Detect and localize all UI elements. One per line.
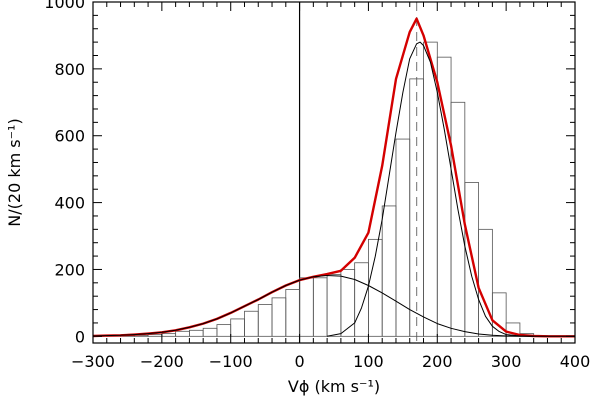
histogram-bar — [285, 289, 300, 337]
y-tick-label: 1000 — [44, 0, 85, 12]
histogram-bar — [312, 277, 328, 337]
x-tick-label: 100 — [353, 352, 384, 371]
x-axis-title: Vϕ (km s⁻¹) — [288, 377, 380, 396]
x-tick-label: 0 — [294, 352, 304, 371]
histogram-bar — [271, 297, 287, 337]
histogram-bar — [326, 274, 342, 337]
histogram-bar — [216, 324, 232, 337]
histogram-bar — [381, 205, 397, 337]
histogram-bar — [202, 327, 218, 337]
x-tick-label: 400 — [560, 352, 591, 371]
y-tick-label: 0 — [75, 327, 85, 346]
histogram-bar — [299, 277, 314, 337]
histogram-bar — [147, 334, 163, 337]
histogram-bar — [175, 330, 190, 337]
histogram-bar — [423, 41, 438, 337]
y-axis-title: N/(20 km s⁻¹) — [5, 118, 24, 226]
y-tick-label: 200 — [54, 260, 85, 279]
y-tick-label: 600 — [54, 127, 85, 146]
histogram-bar — [188, 329, 204, 337]
histogram-bar — [244, 310, 259, 337]
x-tick-label: −300 — [71, 352, 115, 371]
x-tick-label: −100 — [209, 352, 253, 371]
y-tick-label: 800 — [54, 60, 85, 79]
histogram-bar — [354, 262, 369, 337]
x-tick-label: 300 — [491, 352, 522, 371]
histogram-bar — [257, 304, 273, 337]
histogram-bar — [478, 228, 493, 337]
histogram-bar — [436, 56, 452, 337]
histogram-bar — [409, 78, 424, 337]
x-tick-label: −200 — [140, 352, 184, 371]
x-tick-label: 200 — [422, 352, 453, 371]
component-line-narrow — [327, 41, 534, 337]
histogram-bar — [491, 292, 507, 337]
total-fit-line — [92, 17, 575, 338]
histogram-bar — [395, 138, 411, 337]
component-line-broad — [92, 275, 575, 337]
y-tick-label: 400 — [54, 194, 85, 213]
plot-frame — [92, 1, 576, 344]
histogram-bar — [161, 333, 177, 337]
histogram-bar — [230, 318, 245, 337]
